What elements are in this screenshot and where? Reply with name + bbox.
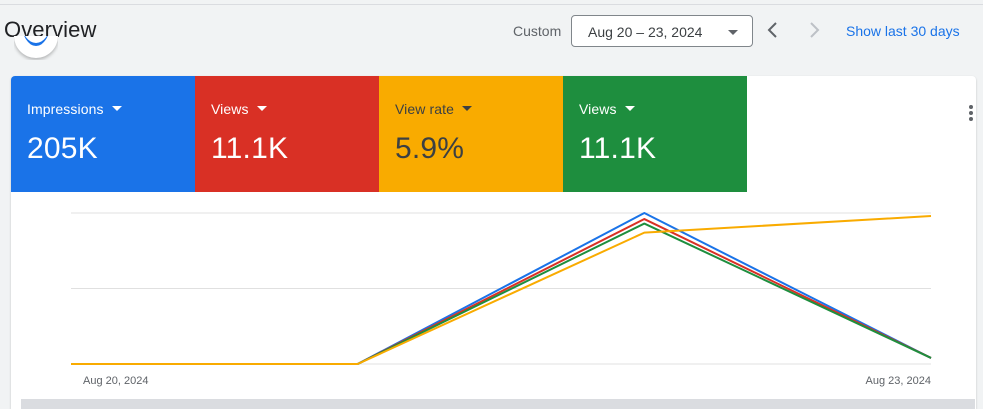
dropdown-caret-icon <box>624 106 635 111</box>
chevron-right-icon <box>810 22 820 38</box>
metric-value: 205K <box>27 132 98 165</box>
chart-series-line-1 <box>71 218 932 365</box>
metric-tile-impressions[interactable]: Impressions 205K <box>11 76 195 192</box>
more-options-button[interactable] <box>966 103 976 123</box>
metric-label-text: Views <box>211 101 249 117</box>
metric-label-text: View rate <box>395 101 455 117</box>
metrics-card: Impressions 205K Views 11.1K View rate 5… <box>11 76 976 409</box>
date-range-select[interactable]: Aug 20 – 23, 2024 <box>571 15 753 47</box>
chevron-left-icon <box>767 22 777 38</box>
show-last-30-days-link[interactable]: Show last 30 days <box>846 23 960 39</box>
metric-tile-views-secondary[interactable]: Views 11.1K <box>563 76 747 192</box>
metric-value: 11.1K <box>211 132 289 165</box>
next-period-button[interactable] <box>806 20 822 40</box>
dropdown-caret-icon <box>462 106 473 111</box>
dropdown-caret-icon <box>728 30 738 35</box>
avatar[interactable] <box>14 36 58 60</box>
more-vert-icon <box>969 105 973 109</box>
metric-value: 11.1K <box>579 132 657 165</box>
metric-tile-views[interactable]: Views 11.1K <box>195 76 379 192</box>
dropdown-caret-icon <box>111 106 122 111</box>
dropdown-caret-icon <box>256 106 267 111</box>
x-tick-label: Aug 23, 2024 <box>866 375 931 387</box>
custom-label: Custom <box>513 23 562 39</box>
metric-tile-view-rate[interactable]: View rate 5.9% <box>379 76 563 192</box>
top-divider <box>0 4 983 5</box>
metric-value: 5.9% <box>395 132 465 165</box>
horizontal-scrollbar[interactable] <box>21 399 975 409</box>
chart-series-line-3 <box>71 215 932 365</box>
metric-label: View rate <box>395 101 473 117</box>
line-chart: Aug 20, 2024 Aug 23, 2024 <box>71 212 932 387</box>
previous-period-button[interactable] <box>765 20 781 40</box>
x-tick-label: Aug 20, 2024 <box>83 375 148 387</box>
metric-label: Views <box>211 101 267 117</box>
metric-label: Impressions <box>27 101 122 117</box>
metric-label: Views <box>579 101 635 117</box>
metric-label-text: Views <box>579 101 617 117</box>
date-range-value: Aug 20 – 23, 2024 <box>588 24 703 40</box>
metric-label-text: Impressions <box>27 101 104 117</box>
